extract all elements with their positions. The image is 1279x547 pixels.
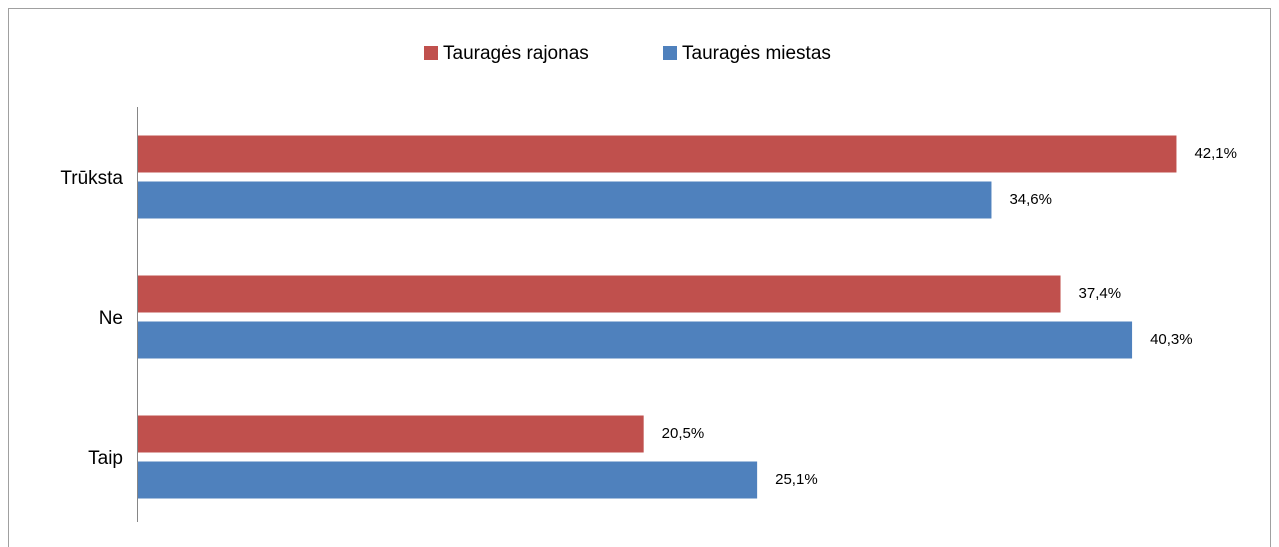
legend-label: Tauragės rajonas [443, 43, 589, 64]
value-label: 42,1% [1194, 145, 1237, 162]
bar [138, 135, 1177, 173]
category-label: Taip [88, 448, 123, 469]
bar [138, 415, 644, 453]
bar [138, 181, 992, 219]
bar [138, 321, 1133, 359]
bar [138, 461, 758, 499]
category-label: Trūksta [60, 168, 123, 189]
value-label: 20,5% [662, 425, 705, 442]
legend-swatch [424, 46, 438, 60]
value-label: 25,1% [775, 471, 818, 488]
value-label: 40,3% [1150, 331, 1193, 348]
value-label: 34,6% [1009, 191, 1052, 208]
legend-swatch [663, 46, 677, 60]
legend-label: Tauragės miestas [682, 43, 831, 64]
category-label: Ne [99, 308, 123, 329]
value-label: 37,4% [1079, 285, 1122, 302]
bar [138, 275, 1061, 313]
